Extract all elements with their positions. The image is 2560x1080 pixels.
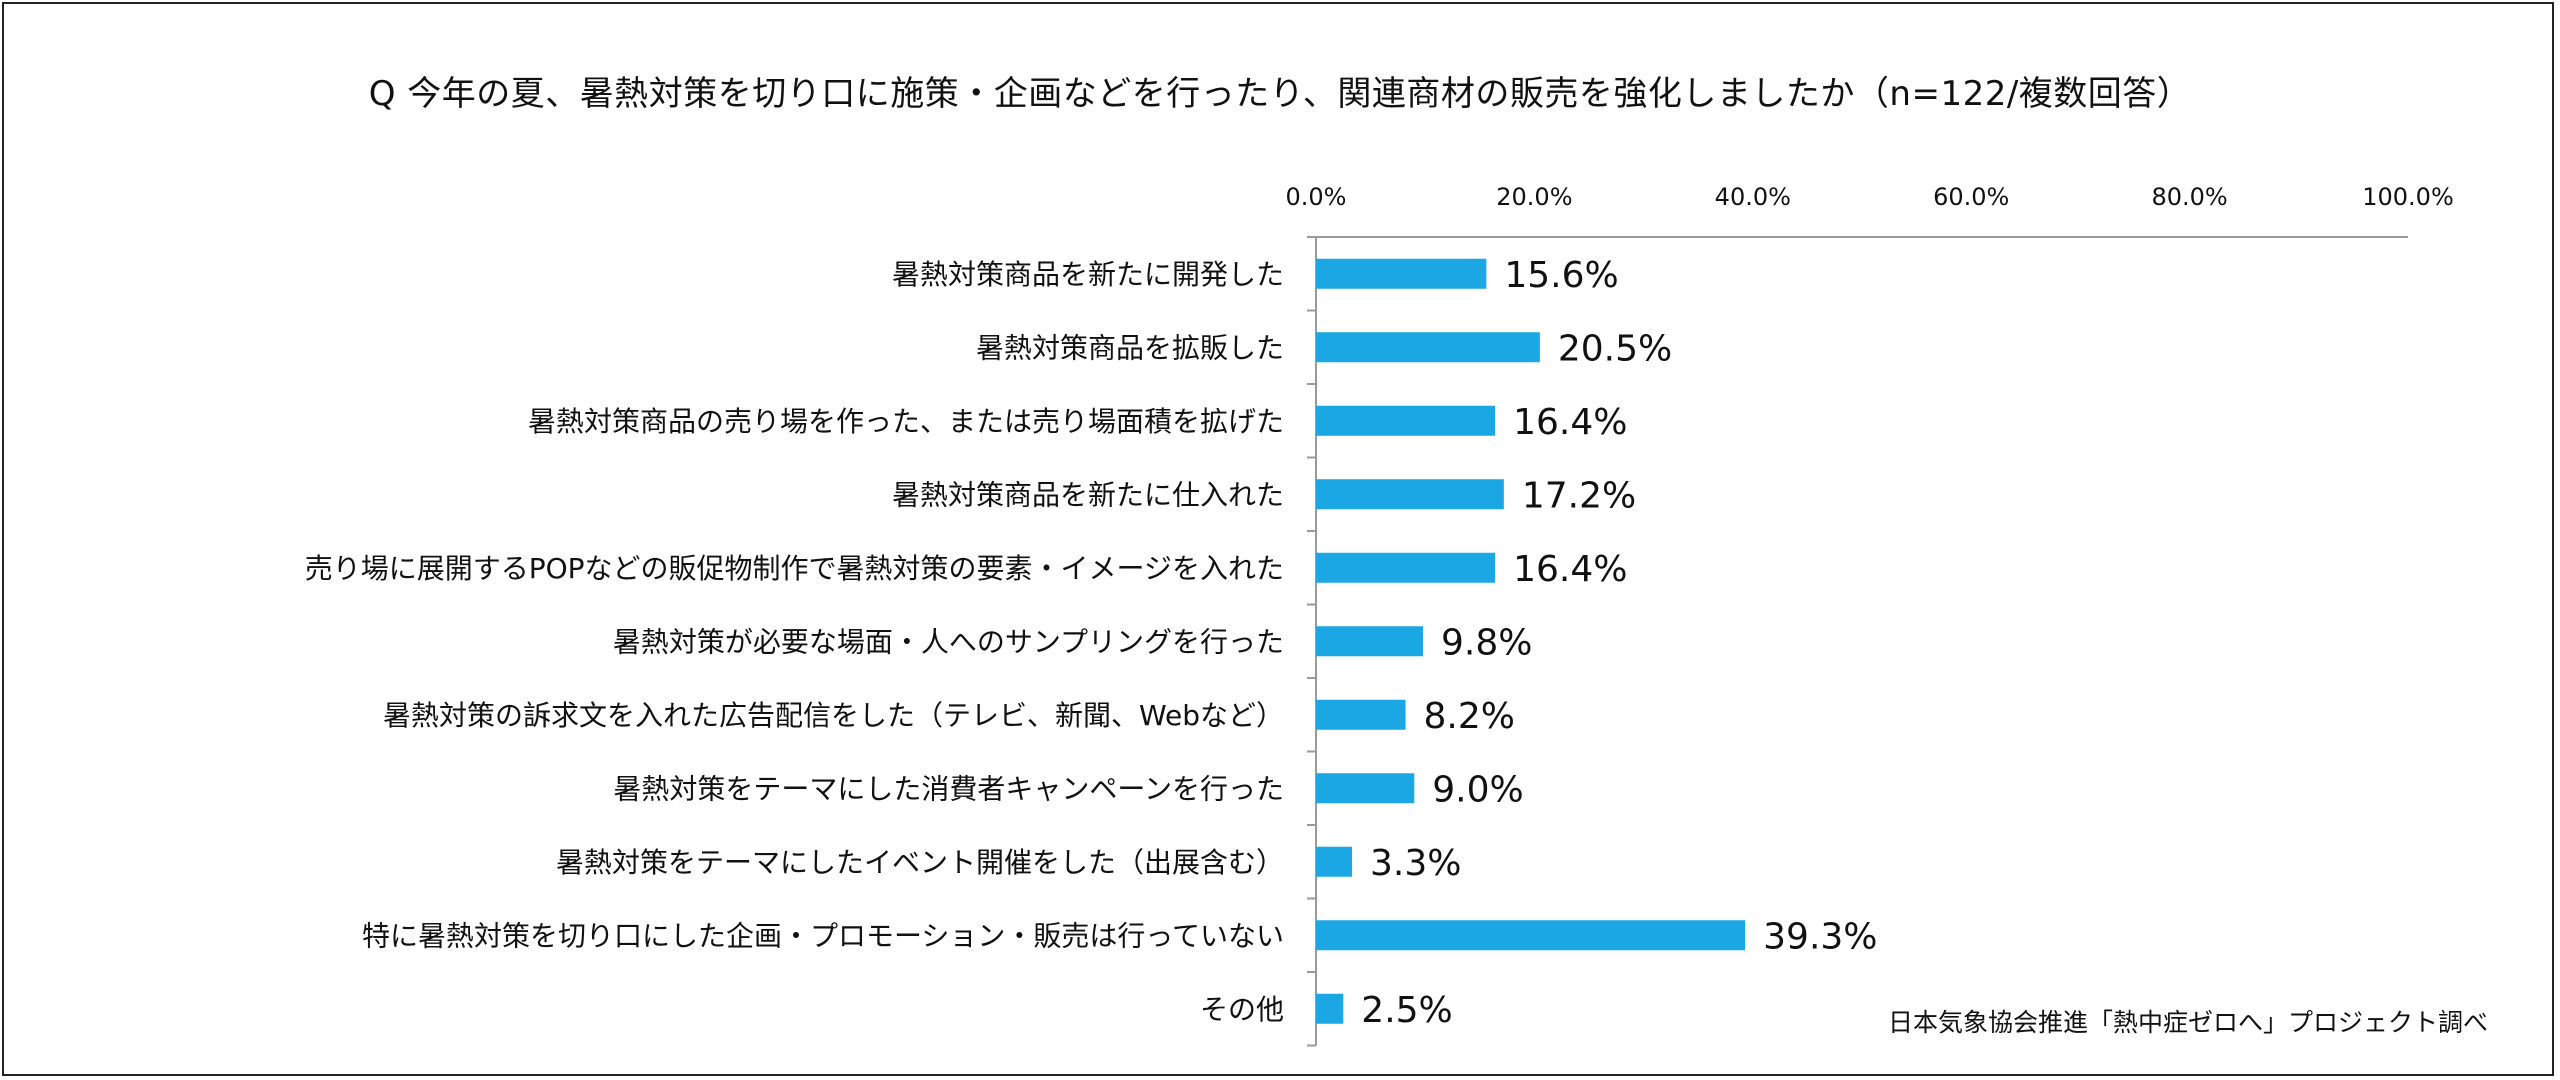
category-label: 暑熱対策が必要な場面・人へのサンプリングを行った (613, 625, 1284, 658)
data-label: 9.8% (1441, 622, 1532, 663)
chart-title: Q 今年の夏、暑熱対策を切り口に施策・企画などを行ったり、関連商材の販売を強化し… (368, 74, 2192, 114)
data-label: 16.4% (1513, 402, 1627, 443)
x-tick-label: 100.0% (2362, 183, 2454, 211)
category-label: その他 (1200, 993, 1284, 1026)
bar (1316, 552, 1496, 583)
bar (1316, 479, 1504, 510)
category-label: 暑熱対策商品を拡販した (976, 331, 1284, 364)
data-label: 9.0% (1432, 769, 1523, 810)
bar (1316, 993, 1344, 1024)
bar (1316, 699, 1406, 730)
bar (1316, 405, 1496, 436)
x-tick-label: 40.0% (1715, 183, 1791, 211)
bar (1316, 846, 1353, 877)
data-label: 15.6% (1504, 255, 1618, 296)
category-label: 売り場に展開するPOPなどの販促物制作で暑熱対策の要素・イメージを入れた (305, 552, 1284, 585)
bar (1316, 258, 1487, 289)
category-label: 暑熱対策商品を新たに開発した (892, 258, 1284, 291)
data-label: 20.5% (1558, 328, 1672, 369)
x-tick-label: 0.0% (1286, 183, 1347, 211)
category-label: 暑熱対策の訴求文を入れた広告配信をした（テレビ、新聞、Webなど） (383, 699, 1284, 732)
category-label: 暑熱対策商品の売り場を作った、または売り場面積を拡げた (528, 405, 1284, 438)
x-tick-label: 80.0% (2151, 183, 2227, 211)
bar (1316, 332, 1540, 363)
data-label: 3.3% (1370, 843, 1461, 884)
category-label: 特に暑熱対策を切り口にした企画・プロモーション・販売は行っていない (362, 919, 1284, 952)
category-label: 暑熱対策商品を新たに仕入れた (892, 478, 1284, 511)
data-label: 17.2% (1522, 475, 1636, 516)
x-tick-label: 20.0% (1496, 183, 1572, 211)
data-label: 2.5% (1361, 990, 1452, 1031)
data-label: 39.3% (1763, 916, 1877, 957)
data-label: 16.4% (1513, 549, 1627, 590)
bar (1316, 920, 1746, 951)
source-note: 日本気象協会推進「熱中症ゼロへ」プロジェクト調べ (1887, 1008, 2488, 1037)
data-label: 8.2% (1424, 696, 1515, 737)
bar (1316, 626, 1424, 657)
category-label: 暑熱対策をテーマにしたイベント開催をした（出展含む） (556, 846, 1284, 879)
bar (1316, 773, 1415, 804)
x-tick-label: 60.0% (1933, 183, 2009, 211)
category-label: 暑熱対策をテーマにした消費者キャンペーンを行った (613, 772, 1284, 805)
